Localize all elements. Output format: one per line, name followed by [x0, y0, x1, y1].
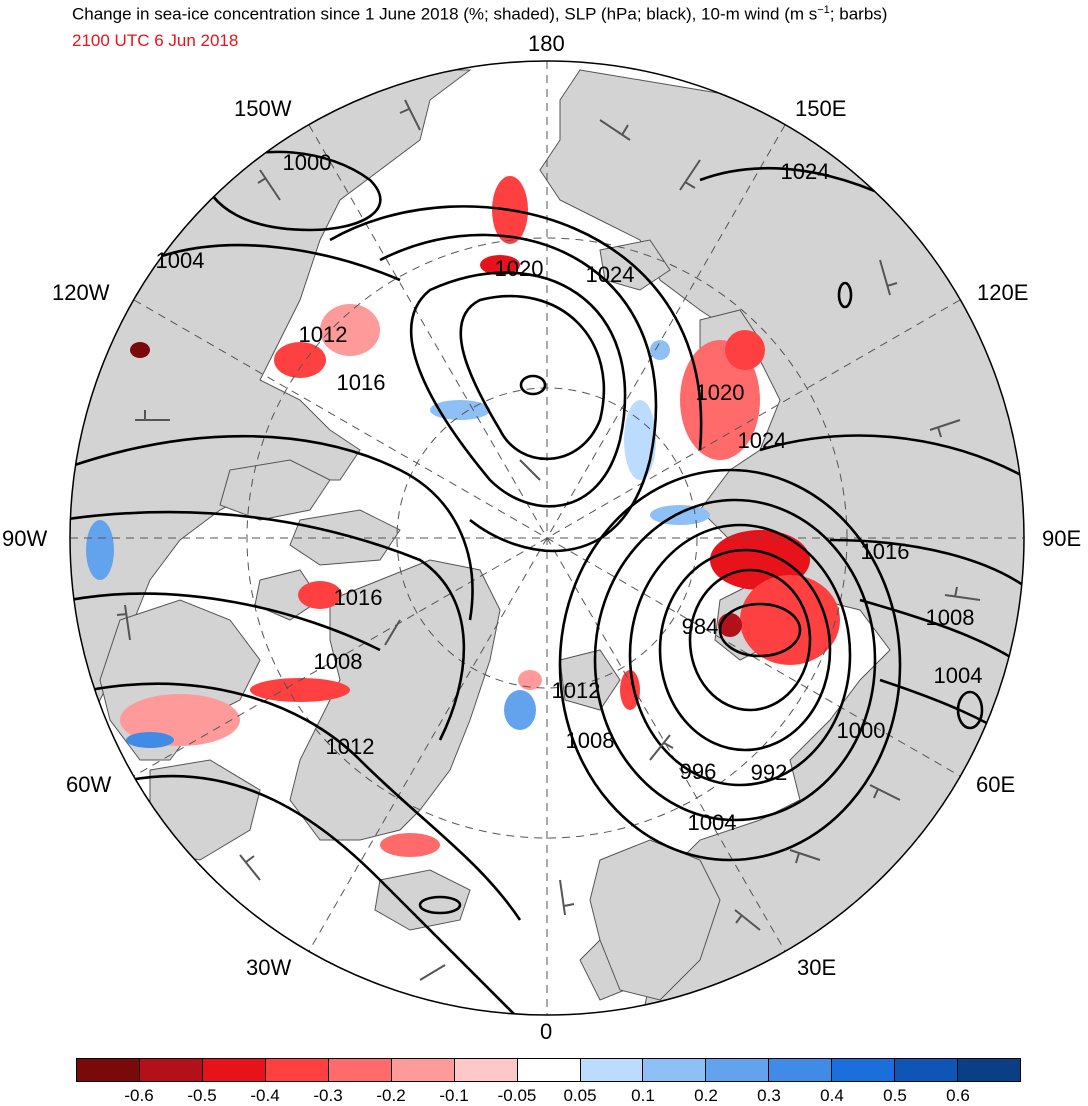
graticule — [70, 61, 1024, 1015]
lon-label-30w: 30W — [246, 955, 292, 980]
isobar-label: 1008 — [926, 605, 975, 630]
isobar-labels: 1000 1004 1012 1016 1020 1024 1024 1020 … — [156, 150, 983, 835]
lon-label-60w: 60W — [66, 772, 112, 797]
colorbar-tick-label: 0.1 — [631, 1086, 655, 1105]
isobar-label: 1016 — [337, 370, 386, 395]
isobar-label: 992 — [751, 760, 788, 785]
isobar-label: 984 — [682, 614, 719, 639]
wind-barbs — [116, 99, 981, 981]
colorbar-tick-label: 0.6 — [946, 1086, 970, 1105]
isobar-label: 1008 — [566, 728, 615, 753]
isobar-label: 1016 — [861, 539, 910, 564]
colorbar-swatch — [391, 1059, 455, 1081]
colorbar-tick-label: -0.2 — [376, 1086, 406, 1105]
map-border — [69, 60, 1025, 1016]
isobar-label: 1024 — [738, 428, 787, 453]
colorbar-tick-label: -0.3 — [313, 1086, 343, 1105]
title-superscript: −1 — [817, 4, 830, 16]
title-main: Change in sea-ice concentration since 1 … — [72, 4, 818, 24]
colorbar-swatch — [643, 1059, 707, 1081]
colorbar-swatch — [265, 1059, 329, 1081]
colorbar-swatch — [202, 1059, 266, 1081]
map-disc — [70, 61, 1024, 1015]
isobar-label: 1024 — [781, 159, 830, 184]
colorbar-tick-label: -0.5 — [187, 1086, 217, 1105]
sea-ice-change-shading — [86, 176, 840, 857]
isobar-label: 1000 — [837, 718, 886, 743]
lon-label-120w: 120W — [52, 280, 110, 305]
colorbar-tick-label: -0.05 — [497, 1086, 537, 1105]
lon-label-90e: 90E — [1042, 526, 1082, 551]
colorbar-swatch — [580, 1059, 644, 1081]
isobar-label: 1020 — [696, 380, 745, 405]
lon-label-120e: 120E — [977, 280, 1029, 305]
isobar-label: 1020 — [495, 256, 544, 281]
isobar-label: 1000 — [283, 150, 332, 175]
lon-label-150w: 150W — [234, 96, 292, 121]
colorbar-tick-label: -0.1 — [439, 1086, 469, 1105]
colorbar-tick-label: 0.05 — [563, 1086, 597, 1105]
slp-isobars — [70, 150, 1024, 1015]
colorbar-swatch — [895, 1059, 959, 1081]
colorbar-tick-label: 0.2 — [694, 1086, 718, 1105]
lon-label-90w: 90W — [2, 526, 48, 551]
lon-label-180: 180 — [528, 31, 565, 56]
colorbar-tick-labels: -0.6 -0.5 -0.4 -0.3 -0.2 -0.1 -0.05 0.05 0.1 0.2 0… — [76, 1086, 1021, 1106]
colorbar-swatch — [454, 1059, 518, 1081]
colorbar-tick-label: -0.4 — [250, 1086, 280, 1105]
valid-time: 2100 UTC 6 Jun 2018 — [72, 31, 239, 50]
colorbar-swatch — [769, 1059, 833, 1081]
colorbar-swatch — [139, 1059, 203, 1081]
colorbar-swatch — [958, 1059, 1021, 1081]
lon-label-60e: 60E — [976, 772, 1016, 797]
isobar-label: 996 — [680, 759, 717, 784]
colorbar-swatch — [77, 1059, 140, 1081]
isobar-label: 1004 — [934, 663, 983, 688]
colorbar-tick-label: 0.3 — [757, 1086, 781, 1105]
isobar-label: 1012 — [552, 678, 601, 703]
figure-title: Change in sea-ice concentration since 1 … — [72, 4, 887, 25]
isobar-label: 1016 — [334, 585, 383, 610]
isobar-label: 1012 — [326, 734, 375, 759]
colorbar-tick-label: 0.5 — [883, 1086, 907, 1105]
isobar-label: 1004 — [156, 248, 205, 273]
colorbar-swatch — [706, 1059, 770, 1081]
isobar-label: 1024 — [586, 262, 635, 287]
isobar-label: 1008 — [314, 649, 363, 674]
colorbar-tick-label: -0.6 — [124, 1086, 154, 1105]
colorbar-tick-label: 0.4 — [820, 1086, 844, 1105]
colorbar — [76, 1058, 1021, 1082]
colorbar-swatch — [328, 1059, 392, 1081]
colorbar-swatch — [517, 1059, 581, 1081]
lon-label-150e: 150E — [795, 96, 847, 121]
lon-label-0: 0 — [540, 1019, 553, 1044]
isobar-label: 1004 — [688, 810, 737, 835]
colorbar-swatch — [832, 1059, 896, 1081]
title-suffix: ; barbs) — [829, 4, 888, 24]
lon-label-30e: 30E — [797, 955, 837, 980]
isobar-label: 1012 — [299, 322, 348, 347]
